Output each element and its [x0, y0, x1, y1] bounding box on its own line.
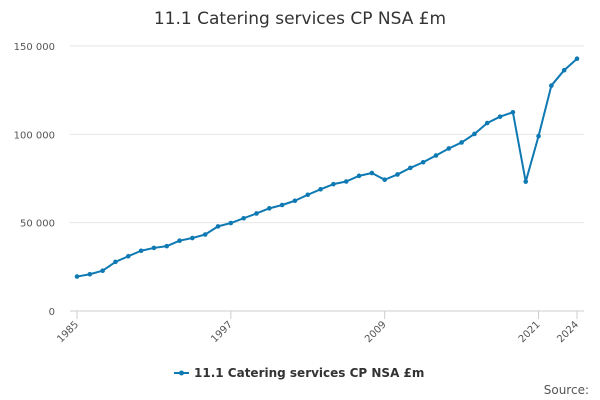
data-point[interactable]	[420, 159, 426, 165]
data-point[interactable]	[433, 153, 439, 158]
data-point[interactable]	[484, 120, 490, 126]
legend[interactable]: 11.1 Catering services CP NSA £m	[174, 366, 424, 380]
x-tick-label: 2024	[555, 319, 581, 345]
source-label: Source:	[544, 383, 589, 397]
data-point[interactable]	[241, 215, 246, 221]
data-point[interactable]	[292, 198, 298, 204]
data-point[interactable]	[574, 56, 580, 62]
series-group	[74, 56, 580, 279]
x-axis-ticks: 1985 1997 2009 2021 2024	[55, 311, 581, 345]
data-point[interactable]	[510, 109, 516, 115]
data-point[interactable]	[369, 170, 375, 176]
data-point[interactable]	[279, 202, 285, 208]
y-axis-ticks: 0 50 000 100 000 150 000	[14, 42, 55, 318]
data-point[interactable]	[164, 243, 170, 249]
chart-title: 11.1 Catering services CP NSA £m	[154, 9, 446, 29]
data-point[interactable]	[254, 211, 259, 216]
data-point[interactable]	[215, 224, 221, 229]
series-line	[76, 57, 578, 278]
y-tick-label: 50 000	[20, 219, 55, 230]
y-tick-label: 100 000	[14, 130, 55, 141]
data-point[interactable]	[497, 114, 503, 119]
data-point[interactable]	[87, 271, 93, 277]
y-tick-label: 0	[49, 307, 55, 318]
x-tick-label: 1985	[55, 319, 81, 345]
x-tick-label: 2009	[363, 319, 389, 345]
data-point[interactable]	[100, 268, 105, 274]
data-point[interactable]	[151, 245, 157, 251]
data-point[interactable]	[459, 140, 464, 145]
data-point[interactable]	[177, 238, 182, 243]
y-tick-label: 150 000	[14, 42, 55, 53]
data-point[interactable]	[356, 173, 362, 179]
x-tick-label: 1997	[209, 319, 235, 345]
legend-marker-icon	[179, 370, 184, 376]
data-point[interactable]	[305, 192, 311, 198]
data-point[interactable]	[549, 83, 554, 88]
data-point[interactable]	[202, 232, 208, 237]
data-point[interactable]	[408, 165, 413, 171]
data-point[interactable]	[395, 172, 400, 177]
data-point[interactable]	[138, 248, 144, 254]
data-point[interactable]	[536, 133, 541, 139]
data-point[interactable]	[74, 274, 80, 279]
data-point[interactable]	[382, 177, 387, 183]
data-point[interactable]	[523, 179, 529, 184]
data-point[interactable]	[343, 179, 349, 184]
data-point[interactable]	[318, 186, 323, 192]
data-point[interactable]	[561, 67, 567, 73]
data-point[interactable]	[472, 131, 477, 137]
data-point[interactable]	[331, 181, 336, 187]
data-point[interactable]	[267, 206, 272, 211]
gridlines	[70, 45, 584, 224]
data-point[interactable]	[228, 220, 234, 226]
data-point[interactable]	[113, 259, 118, 265]
legend-label: 11.1 Catering services CP NSA £m	[194, 366, 424, 380]
x-tick-label: 2021	[517, 319, 543, 345]
data-point[interactable]	[190, 235, 195, 241]
data-point[interactable]	[446, 146, 452, 151]
data-point[interactable]	[125, 253, 131, 259]
